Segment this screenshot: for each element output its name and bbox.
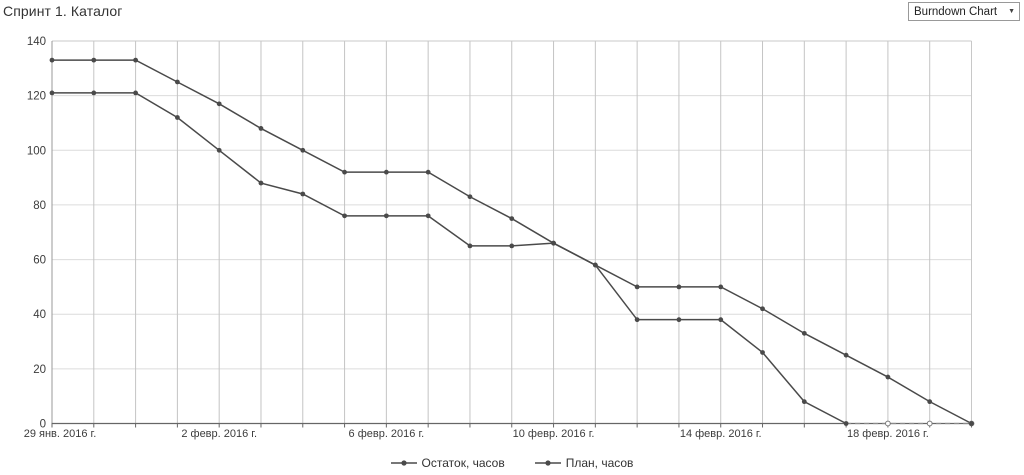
legend-label-plan: План, часов bbox=[565, 456, 634, 470]
svg-text:18 февр. 2016 г.: 18 февр. 2016 г. bbox=[847, 428, 929, 440]
svg-text:80: 80 bbox=[33, 200, 46, 212]
line-marker-icon bbox=[390, 459, 417, 467]
svg-text:100: 100 bbox=[27, 145, 46, 157]
burndown-chart-canvas: 0 20 40 60 80 100 120 140 29 янв. 2016 г. 2 февр.… bbox=[24, 36, 975, 440]
svg-text:14 февр. 2016 г.: 14 февр. 2016 г. bbox=[680, 428, 762, 440]
svg-text:29 янв. 2016 г.: 29 янв. 2016 г. bbox=[24, 428, 97, 440]
chart-type-selected-value: Burndown Chart bbox=[914, 5, 998, 18]
svg-text:60: 60 bbox=[33, 255, 46, 267]
line-marker-icon bbox=[534, 459, 561, 467]
chart-type-select[interactable]: Burndown Chart ▼ bbox=[908, 2, 1020, 21]
svg-text:140: 140 bbox=[27, 36, 46, 48]
legend-item-ostatok[interactable]: Остаток, часов bbox=[390, 456, 505, 470]
svg-text:6 февр. 2016 г.: 6 февр. 2016 г. bbox=[349, 428, 425, 440]
page-title: Спринт 1. Каталог bbox=[3, 3, 123, 19]
chevron-down-icon: ▼ bbox=[1008, 8, 1015, 15]
chart-legend: Остаток, часов План, часов bbox=[0, 456, 1024, 470]
svg-text:40: 40 bbox=[33, 309, 46, 321]
legend-label-ostatok: Остаток, часов bbox=[421, 456, 505, 470]
grid-lines bbox=[52, 40, 972, 424]
series-ostatok-line bbox=[52, 92, 972, 425]
svg-text:20: 20 bbox=[33, 364, 46, 376]
svg-text:120: 120 bbox=[27, 91, 46, 103]
x-axis-labels: 29 янв. 2016 г. 2 февр. 2016 г. 6 февр. 20… bbox=[24, 428, 929, 440]
axes bbox=[51, 40, 972, 428]
legend-item-plan[interactable]: План, часов bbox=[534, 456, 634, 470]
y-axis-labels: 0 20 40 60 80 100 120 140 bbox=[27, 36, 46, 431]
burndown-chart: 0 20 40 60 80 100 120 140 29 янв. 2016 г. 2 февр.… bbox=[24, 36, 975, 440]
series-plan-markers bbox=[49, 57, 974, 426]
svg-text:0: 0 bbox=[40, 419, 46, 431]
svg-text:10 февр. 2016 г.: 10 февр. 2016 г. bbox=[513, 428, 595, 440]
svg-text:2 февр. 2016 г.: 2 февр. 2016 г. bbox=[181, 428, 257, 440]
